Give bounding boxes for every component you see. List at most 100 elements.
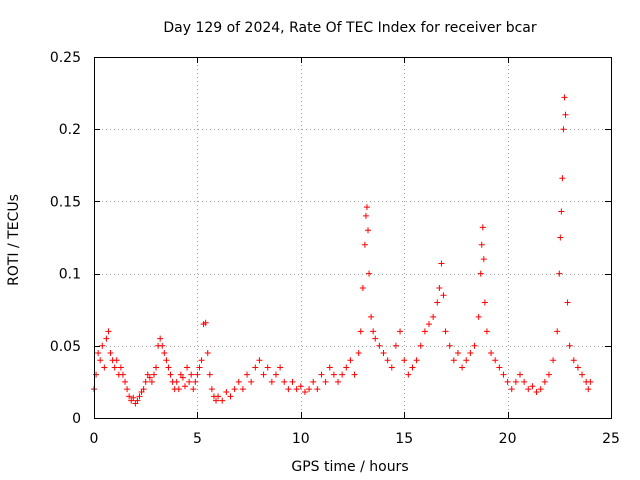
data-point [512, 378, 519, 385]
data-point [314, 386, 321, 393]
data-point [179, 374, 186, 381]
data-point [99, 342, 106, 349]
data-point [508, 386, 515, 393]
data-point [281, 378, 288, 385]
data-point [380, 350, 387, 357]
data-point [365, 227, 372, 234]
data-point [362, 212, 369, 219]
data-point [107, 350, 114, 357]
data-point [500, 371, 507, 378]
data-point [105, 328, 112, 335]
data-point [206, 371, 213, 378]
data-point [541, 378, 548, 385]
data-point [235, 378, 242, 385]
data-point [413, 357, 420, 364]
data-point [450, 357, 457, 364]
x-tick-label: 10 [292, 431, 310, 447]
data-point [401, 357, 408, 364]
data-point [150, 371, 157, 378]
data-point [417, 342, 424, 349]
data-point [537, 386, 544, 393]
y-tick-label: 0.25 [50, 50, 81, 66]
data-point [351, 371, 358, 378]
data-point [326, 364, 333, 371]
data-point [554, 328, 561, 335]
data-point [223, 389, 230, 396]
data-point [368, 313, 375, 320]
data-point [438, 260, 445, 267]
data-point [142, 378, 149, 385]
data-point [405, 371, 412, 378]
data-point [153, 364, 160, 371]
data-point [550, 357, 557, 364]
data-point [134, 397, 141, 404]
data-point [97, 357, 104, 364]
data-point [322, 378, 329, 385]
data-point [277, 364, 284, 371]
data-point [208, 386, 215, 393]
y-tick-label: 0.05 [50, 339, 81, 355]
data-point [363, 204, 370, 211]
data-point [488, 350, 495, 357]
data-point [93, 371, 100, 378]
data-point [188, 371, 195, 378]
data-point [529, 383, 536, 390]
data-point [436, 285, 443, 292]
data-point [475, 313, 482, 320]
x-tick-label: 20 [499, 431, 517, 447]
data-point [479, 224, 486, 231]
data-point [148, 378, 155, 385]
data-point [481, 299, 488, 306]
data-point [146, 374, 153, 381]
data-point [467, 350, 474, 357]
data-point [140, 386, 147, 393]
data-point [175, 386, 182, 393]
data-point [157, 335, 164, 342]
x-tick-label: 25 [602, 431, 620, 447]
data-point [559, 175, 566, 182]
data-point [192, 378, 199, 385]
data-point [252, 364, 259, 371]
data-point [330, 371, 337, 378]
y-tick-label: 0.2 [59, 122, 81, 138]
data-point [566, 342, 573, 349]
data-point [124, 386, 131, 393]
data-point [492, 357, 499, 364]
data-point [480, 256, 487, 263]
data-points [91, 94, 594, 407]
data-point [335, 378, 342, 385]
data-point [587, 378, 594, 385]
data-point [113, 357, 120, 364]
x-axis-label: GPS time / hours [291, 459, 408, 475]
data-point [355, 350, 362, 357]
data-point [392, 342, 399, 349]
data-point [318, 371, 325, 378]
data-point [204, 350, 211, 357]
data-point [533, 389, 540, 396]
data-point [119, 371, 126, 378]
data-point [564, 299, 571, 306]
data-point [347, 357, 354, 364]
data-point [585, 386, 592, 393]
data-point [459, 364, 466, 371]
data-point [388, 364, 395, 371]
data-point [384, 357, 391, 364]
x-tick-label: 15 [395, 431, 413, 447]
data-point [101, 364, 108, 371]
data-point [213, 397, 220, 404]
data-point [556, 270, 563, 277]
data-point [560, 126, 567, 133]
data-point [130, 394, 137, 401]
data-point [117, 364, 124, 371]
x-tick-label: 0 [90, 431, 99, 447]
data-point [202, 319, 209, 326]
data-point [227, 393, 234, 400]
data-point [478, 241, 485, 248]
data-point [477, 270, 484, 277]
data-point [161, 350, 168, 357]
data-point [525, 386, 532, 393]
data-point [198, 357, 205, 364]
data-point [361, 241, 368, 248]
data-point [260, 371, 267, 378]
